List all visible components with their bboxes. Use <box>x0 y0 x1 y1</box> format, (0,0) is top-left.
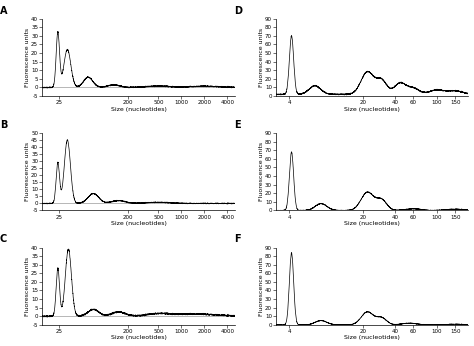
Text: E: E <box>234 120 240 130</box>
Y-axis label: Fluorescence units: Fluorescence units <box>258 257 264 316</box>
X-axis label: Size (nucleotides): Size (nucleotides) <box>110 107 166 112</box>
Text: B: B <box>0 120 8 130</box>
Text: F: F <box>234 234 240 244</box>
Y-axis label: Fluorescence units: Fluorescence units <box>25 28 30 87</box>
X-axis label: Size (nucleotides): Size (nucleotides) <box>344 335 400 340</box>
X-axis label: Size (nucleotides): Size (nucleotides) <box>344 107 400 112</box>
Text: C: C <box>0 234 7 244</box>
Y-axis label: Fluorescence units: Fluorescence units <box>258 28 264 87</box>
Y-axis label: Fluorescence units: Fluorescence units <box>25 257 30 316</box>
Y-axis label: Fluorescence units: Fluorescence units <box>25 142 30 201</box>
X-axis label: Size (nucleotides): Size (nucleotides) <box>110 221 166 226</box>
X-axis label: Size (nucleotides): Size (nucleotides) <box>344 221 400 226</box>
Text: D: D <box>234 6 242 16</box>
X-axis label: Size (nucleotides): Size (nucleotides) <box>110 335 166 340</box>
Text: A: A <box>0 6 8 16</box>
Y-axis label: Fluorescence units: Fluorescence units <box>258 142 264 201</box>
